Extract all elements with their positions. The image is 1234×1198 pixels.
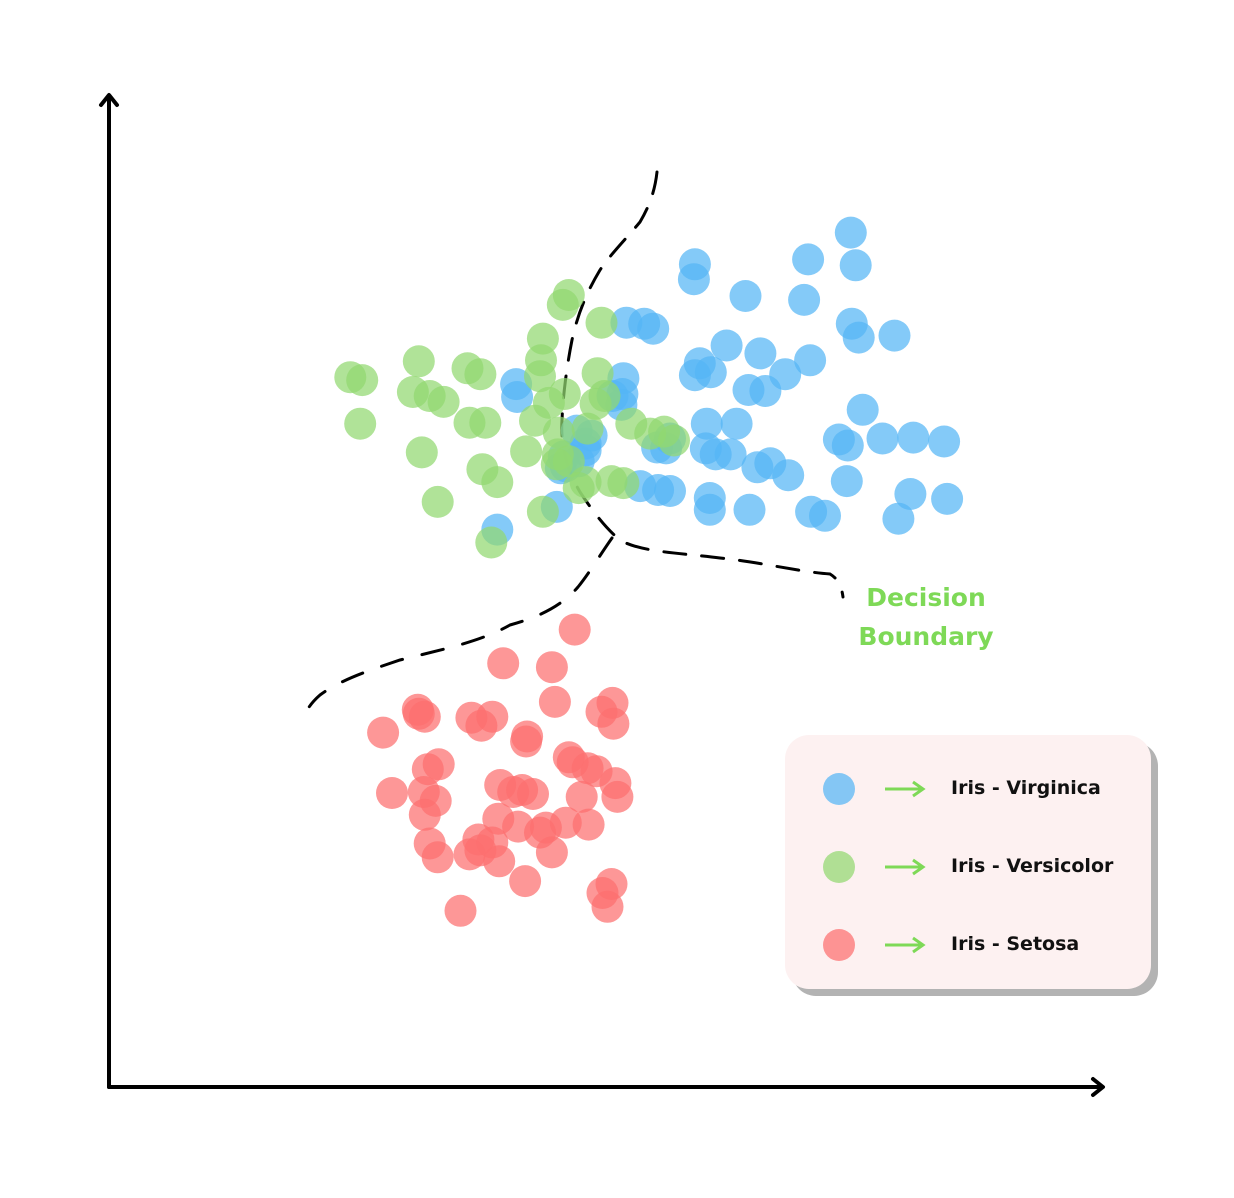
- point-iris-versicolor: [607, 467, 640, 500]
- point-iris-versicolor: [546, 288, 579, 321]
- point-iris-virginica: [693, 493, 726, 526]
- point-iris-setosa: [538, 685, 571, 718]
- point-iris-setosa: [549, 806, 582, 839]
- point-iris-virginica: [846, 393, 879, 426]
- point-iris-setosa: [465, 709, 498, 742]
- point-iris-setosa: [510, 725, 543, 758]
- point-iris-virginica: [678, 359, 711, 392]
- point-iris-virginica: [794, 344, 827, 377]
- arrow-right-icon: [885, 780, 926, 798]
- point-iris-setosa: [572, 808, 605, 841]
- point-iris-setosa: [517, 778, 549, 810]
- point-iris-versicolor: [585, 306, 618, 339]
- point-iris-setosa: [558, 613, 591, 646]
- point-iris-virginica: [733, 493, 766, 526]
- point-iris-virginica: [677, 263, 710, 296]
- legend-item-virginica: Iris - Virginica: [785, 769, 1151, 809]
- point-iris-virginica: [654, 475, 686, 507]
- point-iris-virginica: [772, 459, 805, 492]
- point-iris-virginica: [834, 216, 867, 249]
- legend-label: Iris - Setosa: [951, 933, 1080, 955]
- point-iris-setosa: [487, 647, 520, 680]
- point-iris-versicolor: [421, 485, 454, 518]
- point-iris-versicolor: [524, 360, 556, 393]
- legend: Iris - Virginica Iris - Versicolor Iris …: [785, 735, 1151, 989]
- point-iris-virginica: [501, 381, 534, 413]
- point-iris-virginica: [830, 465, 863, 498]
- point-iris-setosa: [422, 748, 455, 781]
- point-iris-virginica: [897, 421, 930, 454]
- point-iris-setosa: [453, 838, 486, 871]
- decision-boundary-label: Decision Boundary: [858, 583, 994, 651]
- point-iris-virginica: [878, 319, 911, 352]
- point-iris-virginica: [744, 337, 777, 370]
- point-iris-versicolor: [571, 412, 604, 445]
- point-iris-virginica: [637, 312, 670, 345]
- point-iris-virginica: [894, 478, 927, 510]
- point-iris-virginica: [839, 249, 872, 282]
- point-iris-virginica: [928, 425, 961, 458]
- point-iris-virginica: [792, 243, 825, 276]
- point-iris-virginica: [882, 502, 915, 535]
- point-iris-versicolor: [464, 358, 497, 391]
- point-iris-versicolor: [510, 435, 543, 468]
- point-iris-setosa: [601, 780, 634, 813]
- point-iris-setosa: [565, 780, 598, 813]
- point-iris-virginica: [720, 407, 753, 440]
- axes: [99, 93, 1105, 1097]
- point-iris-setosa: [444, 894, 477, 927]
- point-iris-setosa: [367, 716, 400, 749]
- point-iris-versicolor: [427, 385, 460, 418]
- legend-marker: [823, 851, 855, 883]
- decision-boundary: [303, 170, 845, 716]
- legend-item-setosa: Iris - Setosa: [785, 925, 1151, 965]
- point-iris-versicolor: [344, 407, 377, 440]
- point-iris-setosa: [483, 845, 516, 878]
- point-iris-setosa: [408, 700, 441, 733]
- point-iris-setosa: [509, 865, 542, 898]
- point-iris-versicolor: [519, 404, 551, 437]
- legend-label: Iris - Versicolor: [951, 855, 1114, 877]
- point-iris-virginica: [831, 429, 864, 462]
- legend-label: Iris - Virginica: [951, 777, 1101, 799]
- point-iris-setosa: [535, 836, 568, 869]
- point-iris-virginica: [788, 283, 821, 316]
- point-iris-virginica: [749, 375, 782, 407]
- point-iris-virginica: [809, 499, 841, 532]
- legend-item-versicolor: Iris - Versicolor: [785, 847, 1151, 887]
- point-iris-versicolor: [469, 406, 502, 439]
- point-iris-versicolor: [402, 345, 435, 378]
- point-iris-versicolor: [526, 495, 559, 528]
- point-iris-virginica: [729, 280, 762, 312]
- point-iris-setosa: [597, 707, 630, 740]
- point-iris-virginica: [710, 329, 743, 362]
- point-iris-versicolor: [405, 436, 438, 469]
- point-iris-versicolor: [579, 387, 612, 420]
- point-iris-setosa: [591, 890, 624, 923]
- data-points: [334, 216, 964, 927]
- legend-marker: [823, 773, 855, 805]
- point-iris-versicolor: [658, 424, 690, 457]
- point-iris-virginica: [714, 438, 747, 471]
- point-iris-setosa: [376, 777, 408, 809]
- arrow-right-icon: [885, 936, 926, 954]
- x-axis-arrowhead: [1091, 1077, 1105, 1097]
- point-iris-virginica: [931, 482, 964, 515]
- arrow-right-icon: [885, 858, 926, 876]
- point-iris-versicolor: [481, 466, 514, 499]
- y-axis-arrowhead: [99, 93, 119, 107]
- point-iris-setosa: [535, 651, 568, 684]
- point-iris-virginica: [690, 407, 723, 440]
- point-iris-setosa: [408, 798, 441, 831]
- point-iris-versicolor: [475, 526, 508, 559]
- legend-marker: [823, 929, 855, 961]
- point-iris-versicolor: [540, 448, 573, 481]
- point-iris-setosa: [421, 841, 454, 874]
- point-iris-versicolor: [346, 364, 379, 397]
- point-iris-virginica: [866, 422, 899, 455]
- point-iris-virginica: [741, 451, 774, 484]
- point-iris-virginica: [842, 321, 875, 354]
- point-iris-versicolor: [562, 472, 595, 505]
